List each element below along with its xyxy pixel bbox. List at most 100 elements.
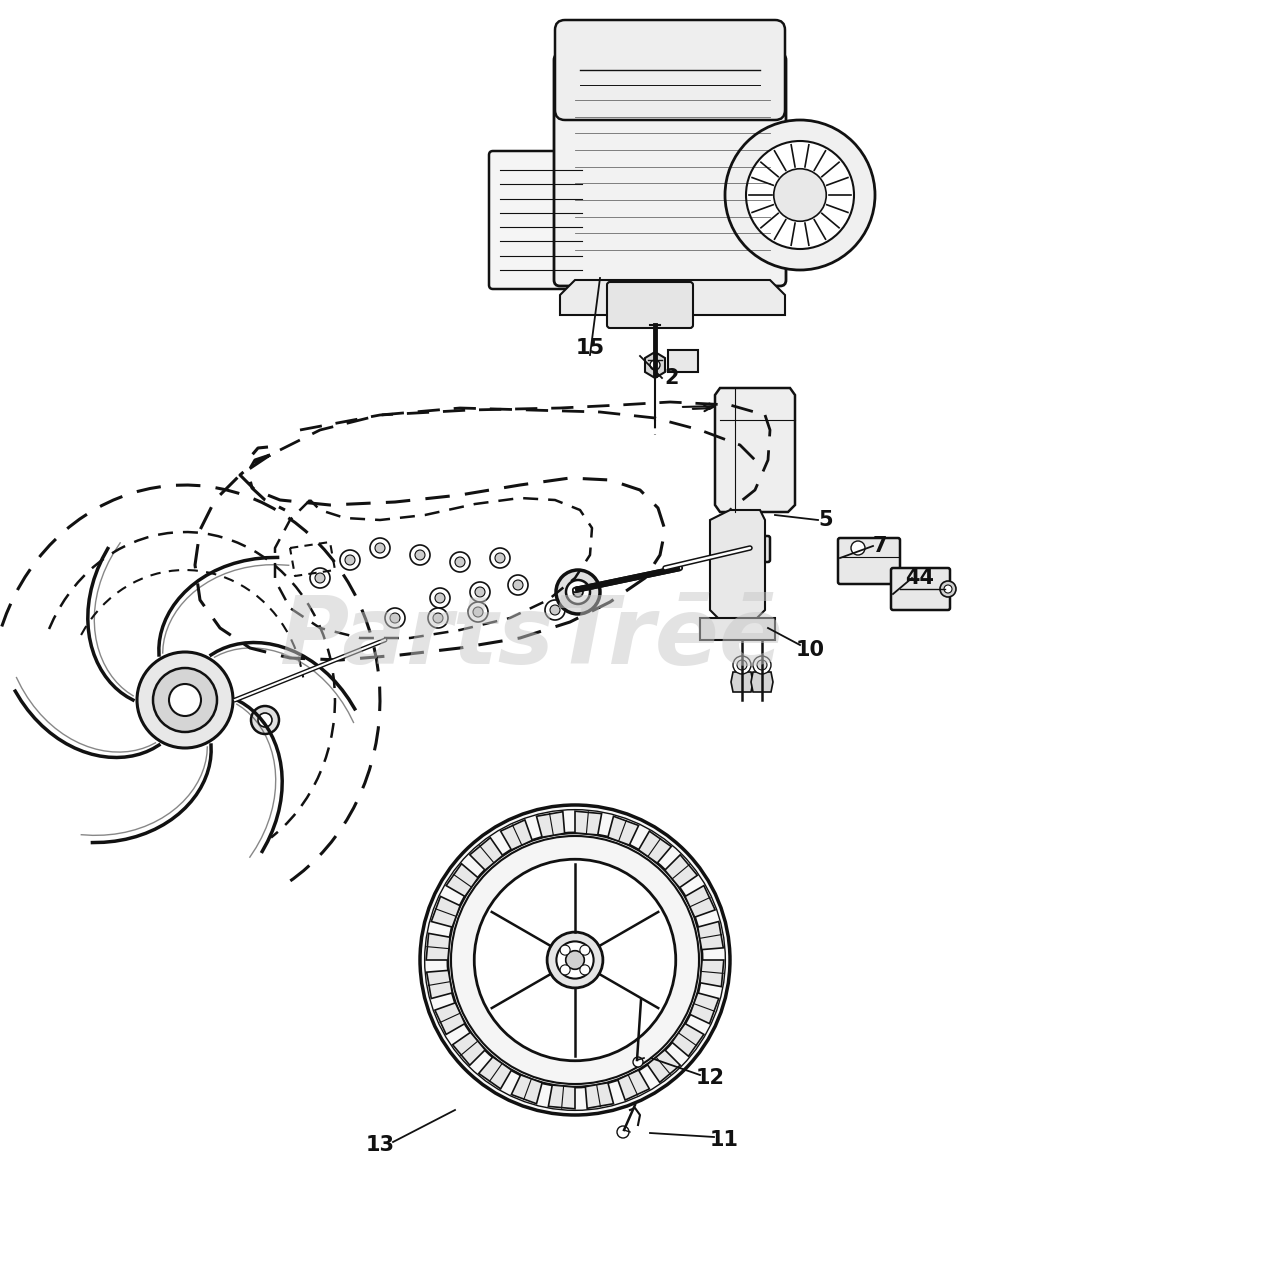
Polygon shape [664, 855, 698, 888]
Circle shape [451, 553, 470, 572]
Circle shape [547, 931, 603, 988]
Text: PartsTrēē: PartsTrēē [279, 592, 783, 684]
Circle shape [563, 584, 573, 595]
Text: 13: 13 [366, 1134, 394, 1155]
Circle shape [385, 607, 404, 628]
Polygon shape [426, 933, 451, 960]
Circle shape [420, 805, 730, 1115]
Circle shape [650, 360, 660, 370]
Polygon shape [685, 886, 716, 917]
Circle shape [940, 581, 956, 597]
Polygon shape [548, 1085, 575, 1109]
Polygon shape [512, 1074, 543, 1104]
Circle shape [557, 942, 594, 979]
Circle shape [558, 581, 579, 600]
Polygon shape [648, 1050, 680, 1082]
Circle shape [490, 547, 509, 568]
Circle shape [561, 946, 570, 956]
Polygon shape [700, 960, 723, 986]
Polygon shape [575, 812, 602, 835]
Circle shape [737, 660, 748, 670]
FancyBboxPatch shape [891, 568, 950, 610]
Circle shape [756, 660, 767, 670]
Circle shape [746, 142, 854, 249]
Circle shape [310, 568, 330, 588]
FancyBboxPatch shape [728, 536, 771, 561]
FancyBboxPatch shape [607, 282, 692, 328]
Circle shape [468, 602, 488, 621]
Polygon shape [710, 510, 765, 620]
Polygon shape [470, 837, 503, 870]
FancyBboxPatch shape [489, 151, 591, 288]
Circle shape [390, 612, 399, 623]
Text: 5: 5 [819, 510, 833, 530]
Circle shape [475, 859, 676, 1060]
Circle shape [474, 607, 483, 618]
Polygon shape [751, 672, 773, 692]
Circle shape [513, 581, 524, 590]
Circle shape [495, 553, 506, 563]
Polygon shape [431, 896, 460, 928]
Circle shape [340, 550, 360, 570]
Circle shape [945, 584, 952, 593]
Circle shape [428, 607, 448, 628]
Circle shape [375, 544, 385, 553]
Circle shape [475, 587, 485, 597]
Polygon shape [435, 1003, 465, 1035]
Circle shape [259, 713, 273, 727]
Polygon shape [690, 993, 719, 1023]
Circle shape [451, 836, 699, 1085]
Circle shape [566, 951, 584, 970]
Circle shape [370, 538, 390, 558]
Circle shape [169, 684, 201, 716]
Circle shape [545, 600, 564, 620]
Polygon shape [536, 812, 564, 837]
Circle shape [410, 545, 430, 565]
Circle shape [580, 946, 590, 956]
Text: 7: 7 [873, 536, 887, 556]
Circle shape [773, 168, 827, 221]
Text: 2: 2 [664, 367, 680, 388]
Circle shape [448, 833, 703, 1087]
Polygon shape [731, 672, 753, 692]
Circle shape [753, 656, 771, 674]
FancyBboxPatch shape [556, 20, 785, 120]
Circle shape [580, 965, 590, 975]
Circle shape [573, 587, 582, 597]
Circle shape [454, 558, 465, 567]
Text: 11: 11 [709, 1131, 739, 1150]
FancyBboxPatch shape [554, 54, 786, 286]
Text: 15: 15 [576, 338, 604, 359]
Polygon shape [700, 618, 774, 641]
Circle shape [724, 120, 876, 271]
Circle shape [470, 582, 490, 602]
FancyBboxPatch shape [668, 350, 698, 373]
Circle shape [556, 570, 600, 614]
Circle shape [634, 1057, 643, 1067]
Circle shape [346, 555, 355, 565]
Polygon shape [672, 1023, 704, 1057]
Polygon shape [453, 1032, 485, 1065]
Circle shape [251, 706, 279, 734]
Circle shape [315, 573, 325, 583]
Circle shape [566, 581, 590, 604]
Circle shape [137, 652, 233, 748]
Polygon shape [426, 970, 452, 999]
Polygon shape [645, 352, 666, 378]
Polygon shape [698, 921, 723, 949]
Circle shape [435, 593, 445, 604]
Polygon shape [608, 817, 639, 845]
Circle shape [154, 669, 218, 732]
Circle shape [733, 656, 751, 674]
Polygon shape [716, 388, 795, 512]
Circle shape [508, 575, 529, 595]
Circle shape [561, 965, 570, 975]
Polygon shape [500, 820, 532, 850]
Polygon shape [618, 1071, 649, 1100]
Circle shape [617, 1125, 628, 1138]
FancyBboxPatch shape [838, 538, 900, 584]
Circle shape [430, 588, 451, 607]
Polygon shape [447, 864, 479, 897]
Text: 12: 12 [695, 1068, 724, 1088]
Text: 10: 10 [795, 641, 824, 660]
